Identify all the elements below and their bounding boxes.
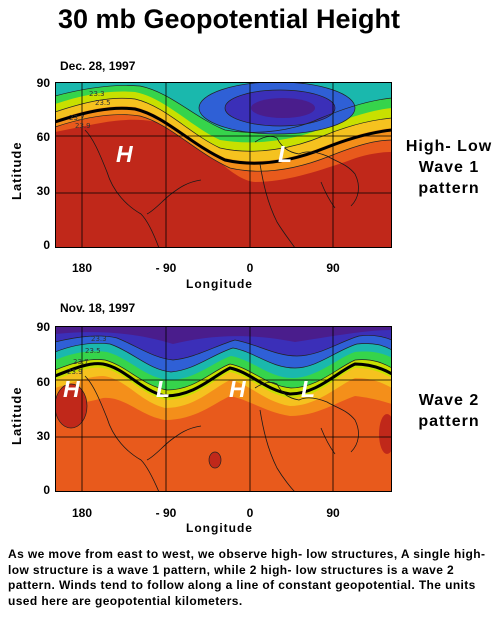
panel2-thick-contour [55,362,392,398]
panel1-coastlines [84,129,359,248]
panel2-lat-tick-60: 60 [36,375,50,389]
panel2-side-label: Wave 2 pattern [399,390,499,432]
panel1-contour-label: 23.9 [75,122,91,130]
panel2-frame [55,326,392,492]
panel1-high-label: H [116,141,133,167]
panel2-contour-fills [55,326,392,492]
panel2-xlabel: Longitude [186,521,253,535]
panel2-lat-tick-0: 0 [43,483,50,497]
panel2-contour-labels: 23.3 23.5 23.7 23.9 [67,335,107,376]
panel1-fill-10 [251,98,315,118]
panel1-contour-label: 23.3 [89,90,105,98]
panel2-high-label-2: H [229,376,246,402]
panel1-lat-tick-60: 60 [36,130,50,144]
panel2-lat-tick-30: 30 [36,429,50,443]
panel1-lon-tick-180: 180 [71,261,93,275]
panel1-lat-tick-30: 30 [36,184,50,198]
panel1-date: Dec. 28, 1997 [60,59,136,73]
panel1-contour-label: 23.5 [95,99,111,107]
panel1-contour-labels: 23.3 23.5 23.7 23.9 [69,90,111,130]
panel2-fill-red-left [55,384,87,428]
panel1-side-line: pattern [418,180,480,197]
panel2-lon-tick-90: 90 [326,506,340,520]
panel2-grid [55,326,392,492]
panel1-low-label: L [278,141,293,167]
panel2-fill-red-right [379,414,392,454]
panel2-high-label-1: H [63,376,80,402]
panel1-ylabel: Latitude [9,141,24,200]
panel1-lon-tick-90: 90 [326,261,340,275]
panel2-map: 23.3 23.5 23.7 23.9 [55,326,392,492]
panel2-side-line: pattern [418,413,480,430]
page-title: 30 mb Geopotential Height [58,4,401,34]
panel2-low-label-1: L [156,376,171,402]
panel1-xlabel: Longitude [186,277,253,291]
panel1-map: 23.3 23.5 23.7 23.9 [55,82,392,248]
panel2-ylabel: Latitude [9,386,24,445]
panel1-lon-tick-0: 0 [246,261,254,275]
panel2-contour-label: 23.7 [73,358,89,366]
panel1-thick-contour [55,106,392,165]
panel2-contour-label: 23.9 [67,368,83,376]
panel1-side-line: Wave 1 [418,159,480,176]
panel1-side-label: High- Low Wave 1 pattern [395,136,503,199]
panel2-side-line: Wave 2 [418,392,480,409]
panel2-lon-tick-minus90: - 90 [155,506,177,520]
panel1-contour-lines [55,82,392,172]
panel2-coastlines [84,375,359,492]
panel2-lat-tick-90: 90 [36,320,50,334]
panel2-fill-9 [55,326,392,344]
panel1-side-line: High- Low [405,138,493,155]
panel1-grid [55,82,392,248]
panel1-lat-tick-90: 90 [36,76,50,90]
panel2-lon-tick-0: 0 [246,506,254,520]
panel1-lon-tick-minus90: - 90 [155,261,177,275]
panel2-low-label-2: L [301,376,316,402]
panel2-contour-lines [55,335,392,469]
panel1-lat-tick-0: 0 [43,238,50,252]
description-text: As we move from east to west, we observe… [8,547,486,608]
panel2-contour-label: 23.5 [85,347,101,355]
panel1-contour-label: 23.7 [69,114,85,122]
panel1-frame [55,82,392,248]
panel2-lon-tick-180: 180 [71,506,93,520]
panel2-contour-label: 23.3 [91,335,107,343]
panel2-date: Nov. 18, 1997 [60,301,136,315]
panel2-fill-red-small [209,452,221,468]
